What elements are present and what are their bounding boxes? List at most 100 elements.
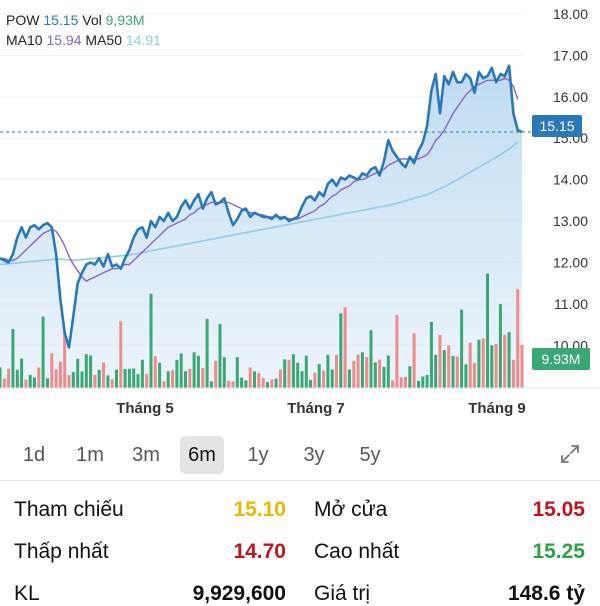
volume-bar: [37, 367, 41, 388]
range-5y-button[interactable]: 5y: [359, 444, 381, 466]
volume-bar: [2, 378, 6, 388]
legend-vol-label: Vol: [82, 12, 102, 28]
open-label: Mở cửa: [314, 498, 388, 521]
volume-bar: [274, 378, 278, 388]
range-3y-button[interactable]: 3y: [303, 444, 325, 466]
volume-bar: [369, 330, 373, 388]
volume-bar: [309, 379, 313, 388]
y-tick-label: 12.00: [553, 254, 588, 270]
volume-bar: [317, 364, 321, 388]
volume-bar: [7, 368, 11, 388]
legend-price: 15.15: [43, 12, 79, 28]
legend-symbol: POW: [6, 12, 40, 28]
legend-ma50-value: 14.91: [125, 32, 161, 48]
volume-bar: [54, 369, 58, 388]
volume-bar: [399, 377, 403, 388]
volume-bar: [11, 329, 15, 388]
volume-bar: [76, 358, 80, 388]
range-1y-button[interactable]: 1y: [247, 444, 269, 466]
volume-bar: [503, 334, 507, 388]
y-tick-label: 17.00: [553, 47, 588, 63]
ma50-line: [0, 141, 519, 266]
volume-bar: [498, 304, 502, 388]
x-tick-label: Tháng 7: [287, 400, 345, 417]
volume-bar: [33, 377, 36, 388]
volume-bar: [227, 380, 231, 388]
volume-bar: [339, 313, 343, 388]
price-area: [0, 65, 522, 389]
volume-bar: [214, 360, 218, 388]
volume-bar: [347, 369, 351, 388]
volume-bar: [490, 345, 494, 388]
volume-bar: [222, 357, 226, 388]
volume-bar: [296, 362, 300, 388]
range-3m-button[interactable]: 3m: [132, 444, 160, 466]
range-1d-button[interactable]: 1d: [22, 444, 46, 466]
volume-bar: [516, 289, 520, 388]
volume-bar: [132, 368, 136, 388]
volume-bar: [231, 381, 235, 388]
volume-bar: [486, 273, 489, 388]
high-value: 15.25: [532, 540, 585, 563]
volume-bar: [175, 359, 179, 388]
volume-bar: [391, 380, 395, 388]
volume-bar: [205, 318, 209, 388]
volume-bar: [0, 367, 2, 388]
volume-bar: [417, 380, 420, 388]
range-1m-button[interactable]: 1m: [76, 444, 104, 466]
volume-bar: [373, 362, 377, 388]
volume-bar: [283, 359, 287, 388]
volume-bar: [473, 362, 476, 388]
volume-bar: [235, 357, 239, 388]
volume-bar: [278, 369, 282, 388]
volume-bar: [261, 377, 265, 388]
legend-ma10-value: 15.94: [46, 32, 82, 48]
volume-bar: [162, 381, 166, 388]
legend-ma10-label: MA10: [6, 32, 43, 48]
high-label: Cao nhất: [314, 540, 400, 563]
volume-bar: [421, 376, 425, 388]
volume-bar: [119, 321, 123, 388]
volume-bar: [330, 369, 334, 388]
kl-label: KL: [14, 582, 40, 605]
volume-bar: [97, 369, 101, 388]
volume-bar: [481, 338, 485, 388]
volume-bar: [460, 309, 464, 388]
volume-bar: [248, 367, 252, 388]
volume-bar: [270, 379, 274, 388]
volume-bar: [313, 372, 317, 388]
volume-bar: [24, 379, 28, 388]
low-value: 14.70: [233, 540, 286, 563]
volume-bar: [343, 307, 347, 388]
volume-bar: [404, 376, 407, 388]
volume-bar: [179, 353, 183, 388]
volume-bar: [507, 332, 511, 388]
volume-bar: [67, 375, 71, 388]
volume-bar: [244, 380, 248, 388]
volume-bar: [192, 352, 196, 388]
price-chart[interactable]: 18.0017.0016.0015.0014.0013.0012.0011.00…: [0, 0, 600, 430]
volume-bar: [395, 314, 399, 388]
volume-bar: [494, 344, 498, 388]
volume-bar: [123, 368, 127, 388]
volume-bar: [188, 368, 192, 388]
volume-bar: [455, 356, 459, 388]
volume-bar: [140, 359, 144, 388]
volume-bar: [58, 361, 62, 388]
x-tick-label: Tháng 5: [116, 400, 174, 417]
range-6m-button[interactable]: 6m: [180, 436, 224, 474]
volume-bar: [447, 345, 451, 388]
volume-bar: [153, 356, 157, 388]
volume-bar: [201, 367, 205, 388]
volume-bar: [196, 355, 200, 388]
volume-bar: [115, 369, 118, 388]
volume-bar: [106, 375, 110, 388]
volume-bar: [322, 370, 326, 388]
gt-value: 148.6 tỷ: [507, 582, 585, 605]
divider: [0, 480, 600, 481]
kl-value: 9,929,600: [192, 582, 286, 605]
current-volume-tag: 9.93M: [532, 348, 590, 370]
expand-icon[interactable]: [558, 442, 582, 466]
volume-bar: [365, 357, 369, 388]
gt-label: Giá trị: [314, 582, 371, 605]
